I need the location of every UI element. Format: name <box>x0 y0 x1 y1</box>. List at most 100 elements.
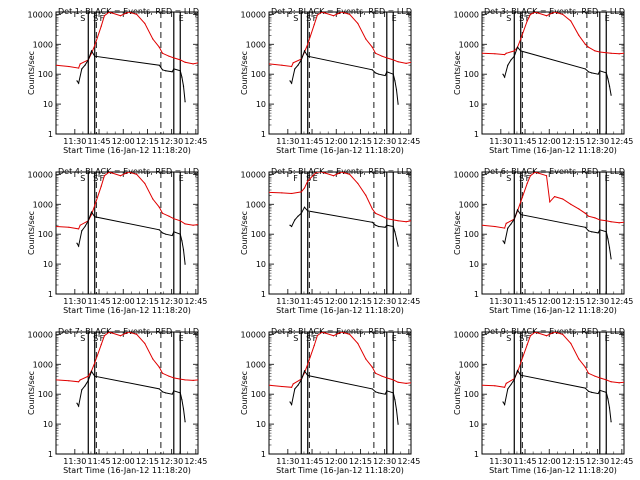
data-point-events <box>290 403 293 406</box>
data-point-lld <box>618 382 620 384</box>
series-group <box>56 12 198 103</box>
y-tick-label: 1 <box>474 290 479 299</box>
flare-label: S <box>93 14 98 23</box>
data-point-events <box>397 103 399 105</box>
flare-label: E <box>179 14 184 23</box>
flare-label: S <box>519 14 524 23</box>
x-tick-label: 12:00 <box>112 297 135 306</box>
data-point-lld <box>103 15 106 17</box>
data-point-lld <box>94 45 96 47</box>
chart-title: Det 3: BLACK = Events, RED = LLD <box>484 7 625 16</box>
x-tick-label: 11:45 <box>514 457 537 466</box>
data-point-lld <box>381 55 383 57</box>
x-tick-label: 12:00 <box>538 137 561 146</box>
data-point-lld <box>599 377 601 379</box>
data-point-events <box>610 421 612 423</box>
y-tick-label: 10 <box>256 260 266 269</box>
x-tick-label: 12:00 <box>112 457 135 466</box>
data-point-lld <box>545 175 548 177</box>
data-point-events <box>184 421 186 423</box>
series-line-events <box>76 370 186 422</box>
data-point-events <box>77 82 80 84</box>
data-point-events <box>599 70 601 72</box>
y-axis-label: Counts/sec <box>453 371 462 415</box>
series-group <box>269 12 411 105</box>
data-point-events <box>513 218 515 220</box>
data-point-events <box>397 245 399 247</box>
data-point-events <box>181 76 183 78</box>
x-axis-label: Start Time (16-Jan-12 11:18:20) <box>63 306 191 315</box>
data-point-lld <box>374 52 377 54</box>
x-tick-label: 12:15 <box>562 457 585 466</box>
data-point-lld <box>503 54 506 56</box>
data-point-events <box>76 402 78 404</box>
data-point-events <box>394 80 396 82</box>
data-point-lld <box>281 192 283 194</box>
data-point-events <box>584 68 586 70</box>
data-point-events <box>520 374 522 376</box>
series-line-lld <box>56 12 198 69</box>
x-tick-label: 11:30 <box>276 297 299 306</box>
x-tick-label: 12:00 <box>325 457 348 466</box>
data-point-lld <box>292 383 294 385</box>
plot-frame <box>481 331 625 455</box>
data-point-events <box>599 389 601 391</box>
data-point-events <box>171 393 173 395</box>
data-point-events <box>307 374 309 377</box>
data-point-lld <box>90 214 93 216</box>
series-group <box>269 332 411 425</box>
data-point-events <box>386 224 388 226</box>
data-point-lld <box>526 182 528 184</box>
data-point-lld <box>100 344 102 346</box>
series-line-events <box>289 206 399 247</box>
series-line-lld <box>56 172 198 230</box>
x-tick-label: 11:30 <box>276 137 299 146</box>
x-tick-label: 12:45 <box>397 297 420 306</box>
data-point-events <box>378 225 380 228</box>
data-point-events <box>158 64 160 66</box>
data-point-events <box>503 76 506 78</box>
data-point-events <box>510 59 512 61</box>
series-line-events <box>502 208 612 259</box>
flare-label: F <box>100 14 105 23</box>
data-point-lld <box>397 220 399 222</box>
data-point-lld <box>108 172 110 173</box>
data-point-lld <box>386 377 388 379</box>
data-point-lld <box>332 15 335 17</box>
data-point-events <box>161 232 164 234</box>
data-point-events <box>516 46 519 48</box>
data-point-lld <box>405 62 407 64</box>
y-tick-label: 1 <box>261 290 266 299</box>
x-tick-label: 12:00 <box>325 297 348 306</box>
x-axis-label: Start Time (16-Jan-12 11:18:20) <box>276 466 404 475</box>
data-point-lld <box>290 65 293 68</box>
y-tick-label: 10000 <box>28 10 53 19</box>
data-point-lld <box>281 64 283 66</box>
series-line-lld <box>269 12 411 68</box>
data-point-events <box>184 263 186 265</box>
data-point-lld <box>56 379 57 381</box>
data-point-lld <box>594 50 596 52</box>
series-group <box>56 332 198 423</box>
data-point-lld <box>594 217 596 219</box>
data-point-lld <box>562 198 564 200</box>
data-point-events <box>392 225 394 228</box>
data-point-lld <box>357 342 359 344</box>
x-tick-label: 12:15 <box>349 457 372 466</box>
series-line-events <box>289 369 399 425</box>
data-point-events <box>90 370 93 372</box>
data-point-events <box>384 393 386 395</box>
flare-label: S <box>306 334 311 343</box>
series-group <box>482 172 624 260</box>
data-point-events <box>591 391 593 393</box>
data-point-lld <box>300 191 302 193</box>
flare-label: S <box>506 334 511 343</box>
series-line-events <box>76 210 186 265</box>
data-point-events <box>290 82 293 84</box>
flare-label: S <box>80 334 85 343</box>
y-tick-label: 10 <box>469 260 479 269</box>
data-point-events <box>303 370 306 372</box>
chart-title: Det 4: BLACK = Events, RED = LLD <box>58 167 199 176</box>
